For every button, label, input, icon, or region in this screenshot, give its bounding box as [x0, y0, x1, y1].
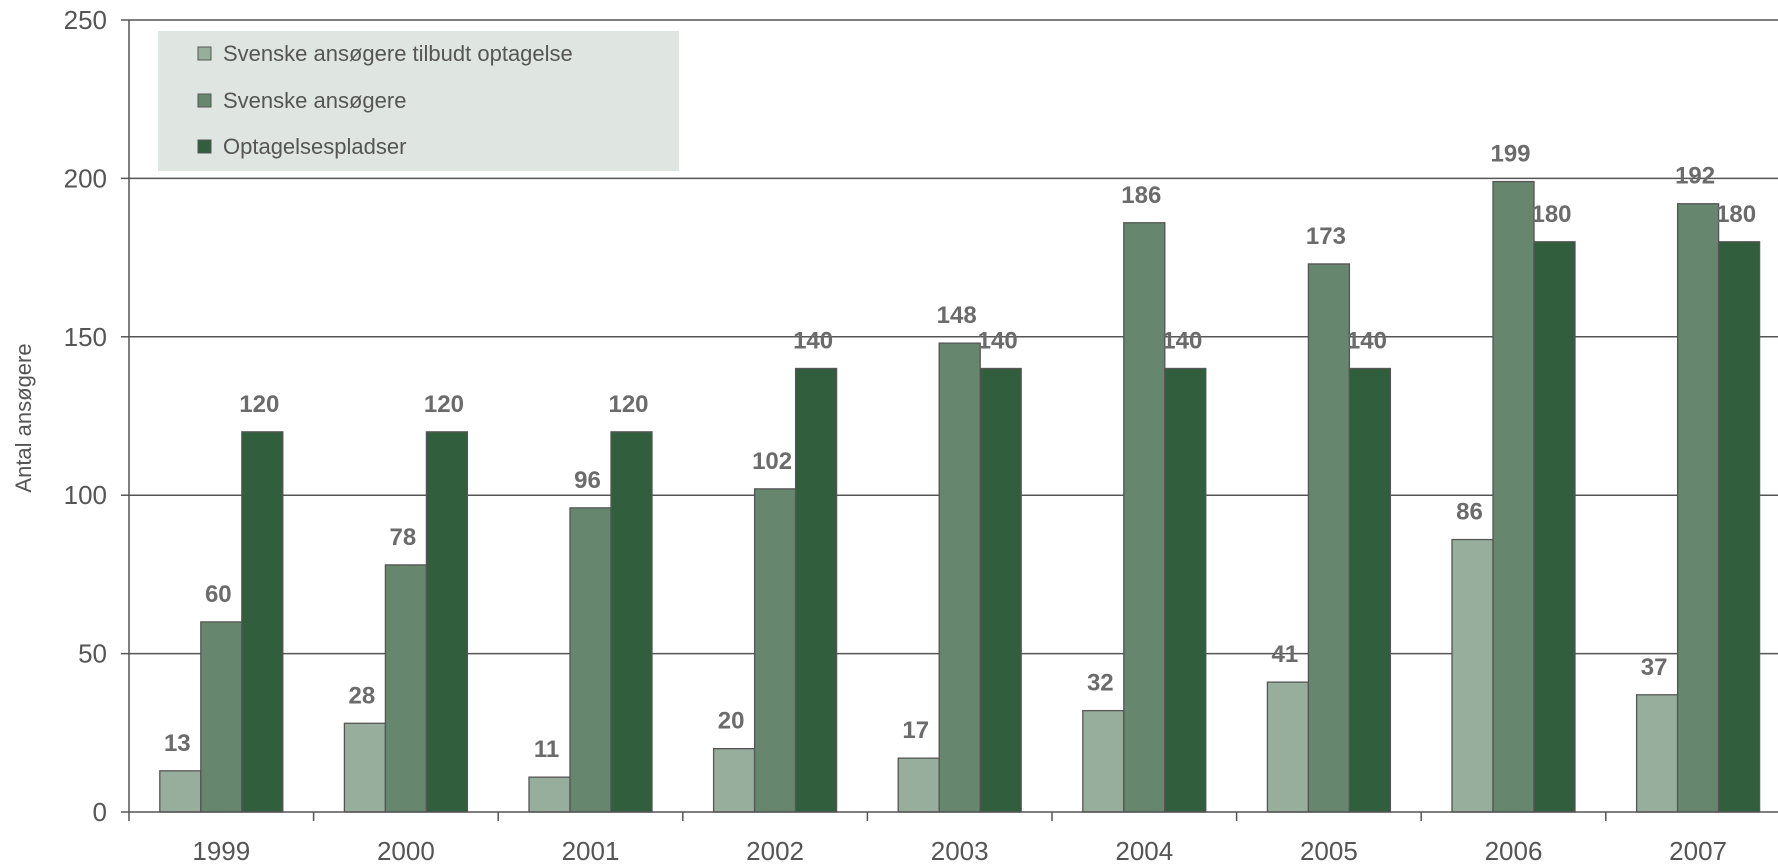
- x-tick-label: 2007: [1669, 836, 1727, 866]
- bars: [159, 180, 1761, 813]
- bar: [343, 722, 387, 813]
- data-label: 148: [937, 302, 977, 329]
- legend-background: [158, 31, 679, 171]
- bar: [1533, 241, 1576, 813]
- data-label: 86: [1456, 499, 1483, 526]
- x-tick-label: 2001: [562, 836, 620, 866]
- data-label: 120: [239, 391, 279, 418]
- y-tick-label: 250: [64, 5, 107, 35]
- data-label: 120: [424, 391, 464, 418]
- bar: [938, 342, 981, 813]
- bar: [1492, 180, 1535, 813]
- data-label: 192: [1675, 163, 1715, 190]
- x-tick-label: 1999: [192, 836, 250, 866]
- bar: [1717, 241, 1761, 813]
- legend-swatch: [197, 139, 212, 154]
- bar: [1123, 222, 1166, 813]
- data-label: 32: [1087, 670, 1114, 697]
- bar: [1635, 694, 1679, 813]
- data-label: 199: [1490, 141, 1530, 168]
- data-label: 140: [1162, 327, 1202, 354]
- y-tick-label: 50: [78, 639, 107, 669]
- data-label: 78: [390, 524, 417, 551]
- data-label: 180: [1531, 201, 1571, 228]
- x-tick-label: 2003: [931, 836, 989, 866]
- x-tick-label: 2005: [1300, 836, 1358, 866]
- bar: [1266, 681, 1310, 813]
- legend-label: Svenske ansøgere tilbudt optagelse: [223, 41, 573, 66]
- legend: Svenske ansøgere tilbudt optagelse Svens…: [158, 31, 679, 171]
- y-tick-label: 0: [93, 797, 107, 827]
- data-label: 41: [1272, 641, 1299, 668]
- data-label: 37: [1641, 654, 1668, 681]
- data-label: 20: [718, 708, 745, 735]
- data-label: 140: [793, 327, 833, 354]
- bar: [528, 776, 571, 813]
- bar: [979, 367, 1022, 813]
- bar: [794, 367, 838, 813]
- legend-label: Optagelsespladser: [223, 134, 406, 159]
- bar: [384, 564, 428, 813]
- bar: [712, 747, 756, 813]
- data-label: 140: [978, 327, 1018, 354]
- data-label: 13: [164, 730, 191, 757]
- legend-swatch: [197, 93, 212, 108]
- legend-label: Svenske ansøgere: [223, 88, 406, 113]
- x-tick-label: 2000: [377, 836, 435, 866]
- bar: [159, 770, 202, 813]
- axes: 0 50 100 150 200 250 1999 2000 2001 2002 2003 2004 2…: [64, 5, 1778, 866]
- bar: [200, 621, 243, 813]
- x-tick-label: 2006: [1485, 836, 1543, 866]
- legend-swatch: [197, 46, 212, 61]
- bar: [897, 757, 940, 813]
- bar: [425, 431, 469, 813]
- bar: [753, 488, 797, 813]
- data-label: 120: [608, 391, 648, 418]
- data-label: 17: [902, 717, 929, 744]
- y-tick-label: 100: [64, 480, 107, 510]
- legend-item: Svenske ansøgere tilbudt optagelse: [197, 41, 573, 66]
- x-tick-label: 2002: [746, 836, 804, 866]
- legend-item: Optagelsespladser: [197, 134, 406, 159]
- data-labels: 1360120287812011961202010214017148140321…: [164, 141, 1756, 764]
- bar: [1676, 203, 1720, 813]
- bar: [1164, 367, 1207, 813]
- bar: [1307, 263, 1351, 813]
- bar: [241, 431, 284, 813]
- y-tick-label: 150: [64, 322, 107, 352]
- bar: [1082, 709, 1125, 813]
- y-axis-title: Antal ansøgere: [11, 343, 36, 492]
- bar: [1451, 538, 1494, 813]
- data-label: 11: [534, 736, 559, 763]
- y-tick-label: 200: [64, 163, 107, 193]
- data-label: 96: [574, 467, 601, 494]
- data-label: 28: [349, 682, 376, 709]
- bar: [610, 431, 653, 813]
- bar: [569, 507, 612, 813]
- legend-item: Svenske ansøgere: [197, 88, 406, 113]
- data-label: 173: [1306, 223, 1346, 250]
- x-tick-label: 2004: [1115, 836, 1173, 866]
- bar: [1348, 367, 1392, 813]
- data-label: 102: [752, 448, 792, 475]
- data-label: 60: [205, 581, 232, 608]
- data-label: 186: [1121, 182, 1161, 209]
- data-label: 140: [1347, 327, 1387, 354]
- data-label: 180: [1716, 201, 1756, 228]
